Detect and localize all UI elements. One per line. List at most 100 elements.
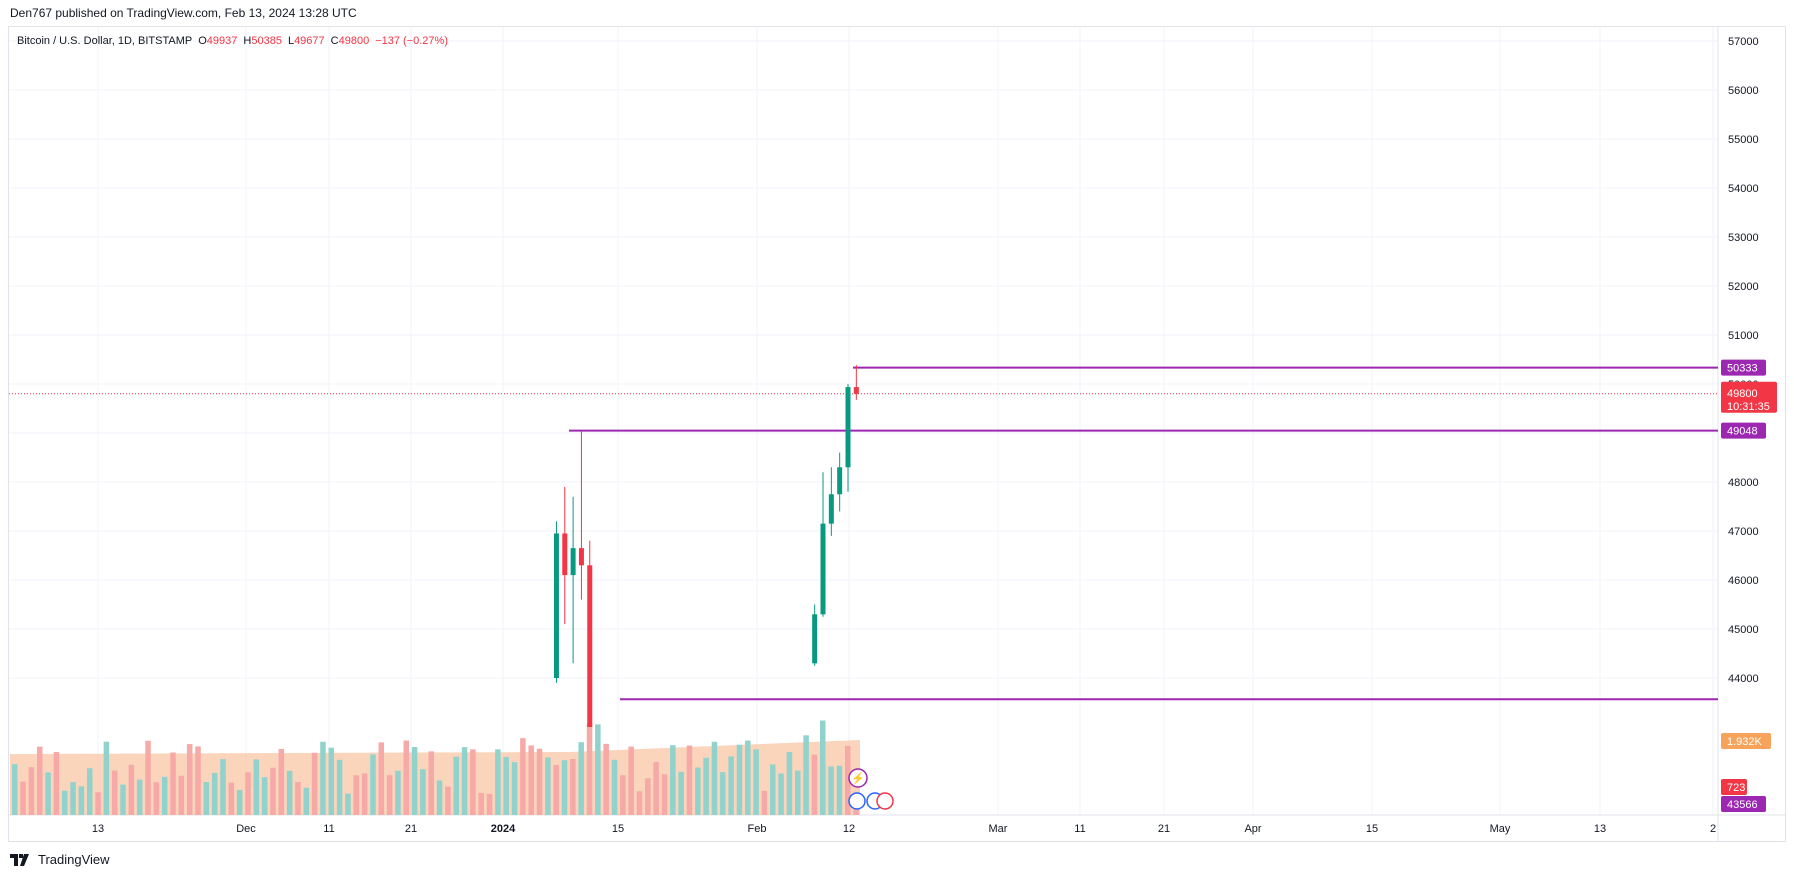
volume-bar	[253, 759, 260, 815]
volume-bar	[753, 749, 759, 815]
volume-bar	[711, 741, 718, 815]
candle-body	[553, 533, 559, 678]
countdown-label: 10:31:35	[1727, 401, 1770, 413]
footer[interactable]: TradingView	[10, 852, 110, 867]
volume-bar	[70, 782, 76, 815]
volume-bar	[745, 740, 751, 815]
legend-close-label: C	[330, 35, 339, 47]
legend-high-label: H	[243, 35, 252, 47]
volume-bar	[61, 790, 68, 815]
volume-bar	[178, 775, 185, 815]
candle-body	[853, 387, 859, 394]
tradingview-logo-icon	[10, 853, 29, 866]
volume-bar	[186, 744, 193, 815]
lightning-icon	[848, 768, 868, 788]
volume-bar	[353, 775, 360, 815]
volume-bar	[803, 735, 809, 815]
time-tick-label: 2	[1710, 823, 1716, 835]
legend-symbol: Bitcoin / U.S. Dollar, 1D, BITSTAMP	[17, 35, 193, 47]
volume-bar	[128, 764, 135, 815]
level-low-label-bg	[1721, 796, 1766, 812]
legend-close-value: 49800	[338, 35, 370, 47]
volume-bar	[170, 752, 176, 815]
time-tick-label: 15	[1366, 823, 1378, 835]
volume-bar	[636, 791, 643, 815]
volume-bar	[45, 772, 51, 815]
volume-label: 723	[1727, 782, 1745, 794]
volume-bar	[236, 790, 243, 815]
time-tick-label: 11	[1074, 823, 1085, 835]
legend-change: −137 (−0.27%)	[375, 35, 448, 47]
volume-bar	[228, 782, 235, 815]
volume-bar	[661, 774, 668, 815]
volume-bar	[295, 781, 301, 815]
volume-bar	[303, 787, 310, 815]
volume-bar	[686, 745, 693, 815]
volume-bar	[136, 779, 143, 815]
volume-bar	[761, 790, 768, 815]
volume-bar	[461, 747, 468, 815]
volume-bar	[553, 764, 559, 815]
level-low-label: 43566	[1727, 799, 1758, 811]
volume-bar	[520, 738, 526, 815]
volume-bar	[120, 784, 126, 815]
time-tick-label: 21	[405, 823, 417, 835]
volume-bar	[570, 759, 576, 815]
time-tick-label: Mar	[989, 823, 1008, 835]
publisher-info: Den767 published on TradingView.com, Feb…	[10, 6, 357, 20]
volume-bar	[111, 770, 118, 815]
volume-bar	[345, 793, 351, 815]
volume-bar	[586, 723, 593, 815]
volume-bar	[211, 772, 218, 815]
volume-bar	[470, 749, 476, 815]
footer-brand: TradingView	[38, 852, 110, 867]
volume-bar	[36, 746, 43, 815]
legend-low-label: L	[287, 35, 295, 47]
volume-bar	[53, 752, 60, 815]
time-tick-label: Apr	[1244, 823, 1261, 835]
volume-bar	[820, 720, 826, 815]
volume-bar	[436, 780, 443, 815]
volume-bar	[728, 756, 734, 815]
last-price-tag-bg	[1721, 381, 1777, 413]
volume-bar	[161, 776, 168, 815]
candle-body	[845, 387, 851, 468]
price-tick-label: 52000	[1728, 281, 1759, 293]
price-tick-label: 44000	[1728, 673, 1759, 685]
volume-bar	[361, 773, 368, 815]
price-tick-label: 51000	[1728, 330, 1759, 342]
volume-bar	[428, 751, 434, 815]
lightning-glyph: ⚡	[851, 772, 865, 785]
volume-bar	[12, 764, 18, 815]
level-mid-label-bg	[1721, 422, 1766, 439]
volume-bar	[278, 748, 285, 815]
volume-label-bg	[1721, 779, 1747, 795]
volume-bar	[561, 760, 568, 815]
candle-body	[562, 533, 568, 576]
volume-bar	[503, 756, 509, 815]
volume-bar	[828, 766, 834, 815]
volume-bar	[778, 773, 784, 815]
volume-bar	[511, 762, 518, 815]
level-high-label-bg	[1721, 359, 1766, 376]
volume-bar	[78, 786, 85, 815]
volume-bar	[536, 748, 543, 815]
price-tick-label: 45000	[1728, 624, 1759, 636]
volume-bar	[203, 782, 210, 815]
candle-body	[578, 548, 584, 566]
event-flag-icon	[848, 792, 866, 810]
candle-body	[820, 523, 826, 615]
volume-bar	[320, 741, 326, 815]
volume-bar	[336, 759, 343, 815]
last-price-label: 49800	[1727, 388, 1758, 400]
volume-bar	[670, 745, 676, 815]
volume-bar	[145, 740, 151, 815]
volume-bar	[103, 741, 110, 815]
volume-bar	[695, 767, 701, 815]
volume-bar	[720, 772, 726, 815]
volume-bar	[478, 792, 484, 815]
legend-open-label: O	[198, 35, 207, 47]
volume-bar	[20, 781, 26, 815]
volume-bar	[678, 771, 684, 815]
